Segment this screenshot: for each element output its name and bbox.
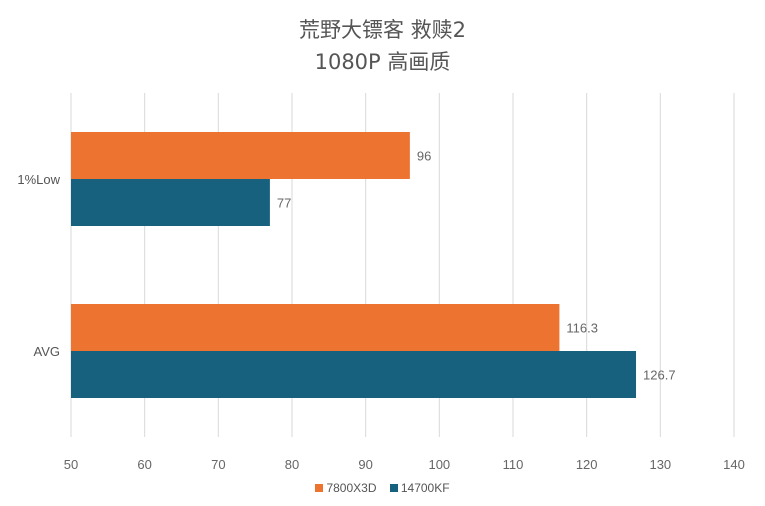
data-labels: 96 77 116.3 126.7	[277, 149, 676, 383]
category-labels: 1%Low AVG	[17, 172, 60, 359]
bars	[71, 132, 637, 398]
x-tick-label-130: 130	[649, 457, 671, 472]
x-tick-label-140: 140	[723, 457, 745, 472]
legend-swatch-7800x3d	[315, 484, 324, 492]
x-tick-label-70: 70	[211, 457, 225, 472]
legend-swatch-14700kf	[389, 484, 398, 492]
category-label-avg: AVG	[34, 344, 61, 359]
x-tick-label-80: 80	[285, 457, 299, 472]
x-tick-label-100: 100	[428, 457, 450, 472]
chart-title: 荒野大镖客 救赎2	[298, 18, 467, 42]
legend-item-14700kf: 14700KF	[389, 481, 450, 495]
data-label-7800x3d-1-low: 96	[417, 149, 431, 164]
category-label-1-low: 1%Low	[17, 172, 60, 187]
chart-subtitle: 1080P 高画质	[314, 50, 451, 74]
legend-item-7800x3d: 7800X3D	[315, 481, 377, 495]
legend-label-7800x3d: 7800X3D	[326, 481, 377, 495]
legend: 7800X3D 14700KF	[0, 481, 765, 495]
data-label-14700kf-avg: 126.7	[643, 368, 676, 383]
x-tick-label-50: 50	[64, 457, 78, 472]
bar-7800x3d-1-low	[71, 132, 410, 179]
data-label-14700kf-1-low: 77	[277, 196, 291, 211]
bar-14700kf-1-low	[71, 179, 270, 226]
x-tick-label-120: 120	[576, 457, 598, 472]
x-axis-ticks: 50 60 70 80 90 100 110 120 130 140	[64, 457, 745, 472]
chart-title-block: 荒野大镖客 救赎2 1080P 高画质	[0, 14, 765, 78]
legend-label-14700kf: 14700KF	[400, 481, 450, 495]
data-label-7800x3d-avg: 116.3	[566, 321, 598, 336]
x-tick-label-110: 110	[503, 457, 524, 472]
bar-7800x3d-avg	[71, 304, 560, 351]
x-tick-label-60: 60	[137, 457, 151, 472]
bar-14700kf-avg	[71, 351, 637, 398]
x-tick-label-90: 90	[358, 457, 372, 472]
